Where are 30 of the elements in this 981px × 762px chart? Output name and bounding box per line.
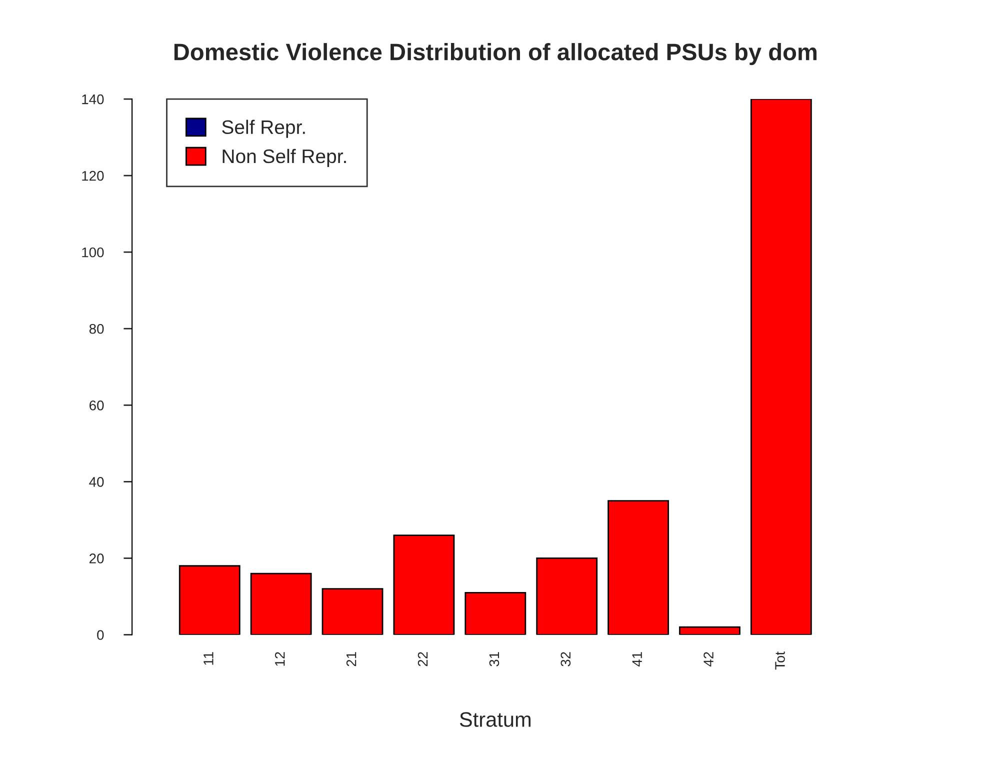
x-tick-label: 41	[632, 652, 642, 667]
x-tick-label: Tot	[775, 652, 785, 670]
x-tick-label: 22	[418, 652, 428, 666]
bar	[464, 592, 526, 635]
bar	[178, 565, 240, 635]
y-tick-label: 80	[89, 324, 104, 334]
bar	[322, 588, 384, 635]
x-tick-label: 42	[704, 652, 714, 667]
x-tick-label: 31	[489, 652, 500, 666]
legend-label: Non Self Repr.	[222, 148, 346, 168]
y-tick-label: 20	[90, 554, 104, 564]
x-tick-label: 12	[274, 652, 285, 666]
bar	[750, 99, 812, 635]
bar	[250, 572, 312, 635]
x-tick-label: 21	[346, 652, 356, 666]
x-axis-title: Stratum	[460, 712, 530, 727]
legend-label: Self Repr.	[222, 120, 305, 138]
y-tick-label: 40	[89, 477, 104, 487]
bar	[536, 558, 598, 635]
bar	[608, 500, 669, 635]
bar	[679, 626, 740, 635]
y-tick-label: 140	[82, 94, 104, 104]
chart-title: Domestic Violence Distribution of allocated PSUs by dom	[174, 43, 816, 66]
y-tick-label: 60	[90, 400, 104, 410]
x-tick-label: 32	[560, 652, 571, 666]
y-tick-label: 120	[82, 170, 104, 181]
y-tick-label: 100	[82, 247, 104, 258]
x-tick-label: 11	[204, 652, 214, 665]
y-tick-label: 0	[97, 630, 104, 640]
bar	[393, 534, 455, 635]
